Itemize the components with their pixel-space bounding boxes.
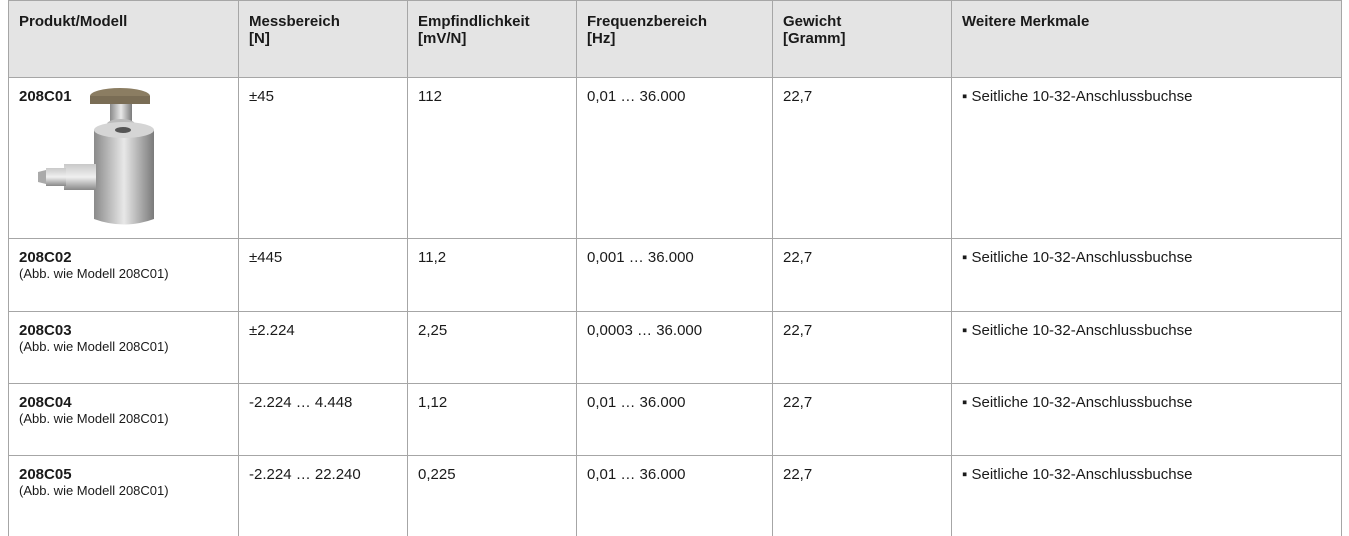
value-cell: 22,7	[773, 312, 952, 384]
model-name: 208C05	[19, 466, 228, 483]
model-name: 208C03	[19, 322, 228, 339]
table-row: 208C05(Abb. wie Modell 208C01)-2.224 … 2…	[9, 456, 1342, 536]
feature-cell: ▪ Seitliche 10-32-Anschlussbuchse	[952, 384, 1342, 456]
model-note: (Abb. wie Modell 208C01)	[19, 483, 228, 499]
value-cell: 22,7	[773, 384, 952, 456]
value-cell: 2,25	[408, 312, 577, 384]
value-cell: 0,01 … 36.000	[577, 456, 773, 536]
value-cell: 22,7	[773, 239, 952, 312]
model-cell: 208C03(Abb. wie Modell 208C01)	[9, 312, 239, 384]
header-cell: Frequenzbereich[Hz]	[577, 1, 773, 78]
value-cell: 0,001 … 36.000	[577, 239, 773, 312]
header-cell: Gewicht[Gramm]	[773, 1, 952, 78]
header-text: Frequenzbereich	[587, 13, 707, 30]
model-note: (Abb. wie Modell 208C01)	[19, 411, 228, 427]
value-cell: 0,0003 … 36.000	[577, 312, 773, 384]
header-text: Messbereich	[249, 13, 340, 30]
header-text: Gewicht	[783, 13, 841, 30]
product-image	[34, 84, 174, 234]
value-cell: 22,7	[773, 456, 952, 536]
feature-cell: ▪ Seitliche 10-32-Anschlussbuchse	[952, 312, 1342, 384]
header-cell: Produkt/Modell	[9, 1, 239, 78]
value-cell: ±2.224	[239, 312, 408, 384]
header-cell: Weitere Merkmale	[952, 1, 1342, 78]
header-text: [Gramm]	[783, 30, 846, 47]
value-cell: 22,7	[773, 78, 952, 239]
model-cell: 208C05(Abb. wie Modell 208C01)	[9, 456, 239, 536]
value-cell: 112	[408, 78, 577, 239]
header-text: [Hz]	[587, 30, 615, 47]
feature-cell: ▪ Seitliche 10-32-Anschlussbuchse	[952, 239, 1342, 312]
value-cell: ±45	[239, 78, 408, 239]
value-cell: 0,225	[408, 456, 577, 536]
header-cell: Empfindlichkeit[mV/N]	[408, 1, 577, 78]
table-row: 208C04(Abb. wie Modell 208C01)-2.224 … 4…	[9, 384, 1342, 456]
model-note: (Abb. wie Modell 208C01)	[19, 266, 228, 282]
header-text: Produkt/Modell	[19, 13, 127, 30]
feature-cell: ▪ Seitliche 10-32-Anschlussbuchse	[952, 456, 1342, 536]
model-cell: 208C04(Abb. wie Modell 208C01)	[9, 384, 239, 456]
model-name: 208C04	[19, 394, 228, 411]
model-name: 208C02	[19, 249, 228, 266]
value-cell: -2.224 … 22.240	[239, 456, 408, 536]
model-note: (Abb. wie Modell 208C01)	[19, 339, 228, 355]
page: Produkt/ModellMessbereich[N]Empfindlichk…	[0, 0, 1349, 534]
header-cell: Messbereich[N]	[239, 1, 408, 78]
model-cell: 208C02(Abb. wie Modell 208C01)	[9, 239, 239, 312]
header-text: Weitere Merkmale	[962, 13, 1089, 30]
value-cell: 0,01 … 36.000	[577, 78, 773, 239]
header-text: [mV/N]	[418, 30, 466, 47]
value-cell: -2.224 … 4.448	[239, 384, 408, 456]
header-text: [N]	[249, 30, 270, 47]
value-cell: ±445	[239, 239, 408, 312]
value-cell: 0,01 … 36.000	[577, 384, 773, 456]
value-cell: 11,2	[408, 239, 577, 312]
value-cell: 1,12	[408, 384, 577, 456]
feature-cell: ▪ Seitliche 10-32-Anschlussbuchse	[952, 78, 1342, 239]
header-text: Empfindlichkeit	[418, 13, 530, 30]
